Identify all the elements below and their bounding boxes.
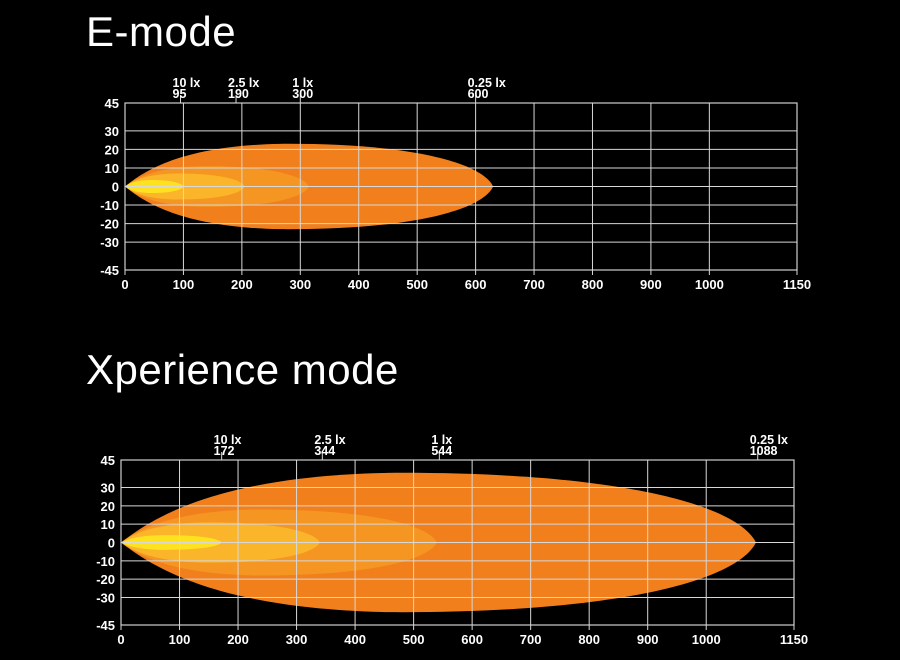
y-tick-label: 30 xyxy=(101,481,115,496)
y-tick-label: 45 xyxy=(101,453,115,468)
lux-level-label: 0.25 lx xyxy=(468,76,506,90)
lux-distance-label: 172 xyxy=(214,444,235,458)
y-tick-label: -10 xyxy=(100,198,119,213)
x-tick-label: 1150 xyxy=(783,277,811,292)
x-tick-label: 300 xyxy=(286,632,308,647)
lux-distance-label: 600 xyxy=(468,87,489,101)
x-tick-label: 1000 xyxy=(695,277,724,292)
x-tick-label: 400 xyxy=(344,632,366,647)
lux-level-label: 1 lx xyxy=(431,433,452,447)
lux-distance-label: 95 xyxy=(173,87,187,101)
x-tick-label: 500 xyxy=(403,632,425,647)
xperience-mode-isolux-chart: 0 100 200 300 400 500 600 700 800 900 1000 11504530… xyxy=(96,433,808,647)
lux-level-label: 1 lx xyxy=(292,76,313,90)
x-tick-label: 900 xyxy=(637,632,659,647)
y-tick-label: 10 xyxy=(101,517,115,532)
chart-title-e-mode: E-mode xyxy=(86,8,237,55)
lux-distance-label: 344 xyxy=(314,444,335,458)
x-tick-label: 300 xyxy=(289,277,311,292)
x-tick-label: 700 xyxy=(523,277,545,292)
y-tick-label: -45 xyxy=(100,263,119,278)
y-tick-label: -20 xyxy=(96,572,115,587)
x-tick-label: 800 xyxy=(578,632,600,647)
lux-level-label: 10 lx xyxy=(173,76,201,90)
lux-distance-label: 1088 xyxy=(750,444,778,458)
lux-level-label: 10 lx xyxy=(214,433,242,447)
x-tick-label: 700 xyxy=(520,632,542,647)
y-tick-label: 30 xyxy=(105,124,119,139)
x-tick-label: 600 xyxy=(461,632,483,647)
y-tick-label: 0 xyxy=(108,536,115,551)
lux-level-label: 2.5 lx xyxy=(228,76,259,90)
y-tick-label: 0 xyxy=(112,180,119,195)
x-tick-label: 0 xyxy=(117,632,124,647)
x-tick-label: 400 xyxy=(348,277,370,292)
lux-level-label: 2.5 lx xyxy=(314,433,345,447)
x-tick-label: 1000 xyxy=(692,632,721,647)
y-tick-label: 20 xyxy=(101,499,115,514)
x-tick-label: 100 xyxy=(169,632,191,647)
x-tick-label: 800 xyxy=(582,277,604,292)
y-tick-label: 20 xyxy=(105,142,119,157)
lux-distance-label: 544 xyxy=(431,444,452,458)
y-tick-label: -30 xyxy=(100,235,119,250)
x-tick-label: 100 xyxy=(173,277,195,292)
lux-level-label: 0.25 lx xyxy=(750,433,788,447)
y-tick-label: 45 xyxy=(105,96,119,111)
x-tick-label: 900 xyxy=(640,277,662,292)
y-tick-label: -10 xyxy=(96,554,115,569)
y-tick-label: -20 xyxy=(100,217,119,232)
y-tick-label: -45 xyxy=(96,618,115,633)
lux-distance-label: 190 xyxy=(228,87,249,101)
e-mode-isolux-chart: 0 100 200 300 400 500 600 700 800 900 1000 11504530… xyxy=(100,76,811,292)
x-tick-label: 0 xyxy=(121,277,128,292)
y-tick-label: -30 xyxy=(96,591,115,606)
x-tick-label: 200 xyxy=(231,277,253,292)
x-tick-label: 1150 xyxy=(780,632,808,647)
lux-distance-label: 300 xyxy=(292,87,313,101)
x-tick-label: 500 xyxy=(406,277,428,292)
y-tick-label: 10 xyxy=(105,161,119,176)
x-tick-label: 200 xyxy=(227,632,249,647)
chart-title-xperience-mode: Xperience mode xyxy=(86,346,399,393)
x-tick-label: 600 xyxy=(465,277,487,292)
